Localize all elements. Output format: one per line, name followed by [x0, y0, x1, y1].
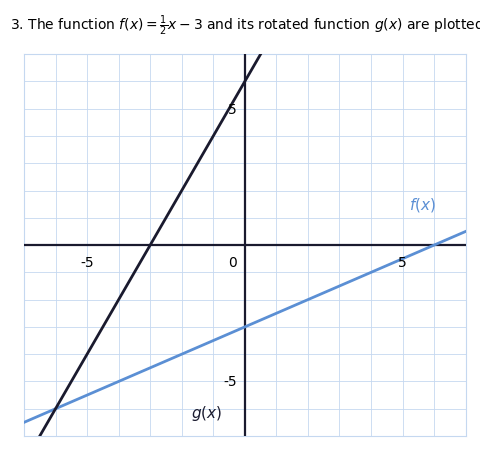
Text: 3. The function $f(x) = \frac{1}{2}x - 3$ and its rotated function $g(x)$ are pl: 3. The function $f(x) = \frac{1}{2}x - 3… — [10, 14, 480, 38]
Text: $g(x)$: $g(x)$ — [192, 403, 223, 422]
Text: 5: 5 — [228, 102, 237, 117]
Text: $f(x)$: $f(x)$ — [409, 196, 436, 214]
Text: 5: 5 — [398, 255, 407, 269]
Text: -5: -5 — [223, 375, 237, 389]
Text: -5: -5 — [80, 255, 94, 269]
Text: 0: 0 — [228, 255, 237, 269]
